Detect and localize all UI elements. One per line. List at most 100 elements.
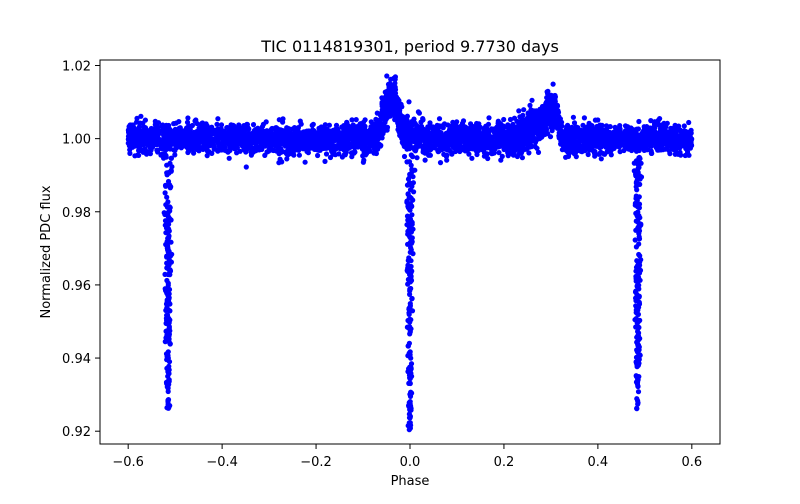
data-point: [167, 403, 173, 409]
data-point: [238, 135, 244, 141]
data-point: [632, 237, 638, 243]
data-point: [617, 128, 623, 134]
data-point: [529, 97, 535, 103]
data-point: [379, 99, 385, 105]
data-point: [581, 115, 588, 121]
data-point: [633, 244, 640, 250]
data-point: [427, 120, 433, 126]
data-point: [510, 152, 516, 158]
data-point: [163, 241, 169, 248]
data-point: [511, 143, 517, 149]
data-point: [204, 153, 210, 159]
data-point: [407, 380, 413, 387]
data-point: [166, 367, 172, 373]
data-point: [167, 204, 173, 210]
data-point: [633, 316, 639, 322]
data-point: [232, 146, 238, 152]
data-point: [479, 134, 485, 140]
data-point: [606, 147, 613, 153]
data-point: [532, 119, 538, 125]
y-tick-label: 0.92: [62, 425, 91, 440]
data-point: [635, 165, 642, 171]
data-point: [312, 136, 318, 142]
data-point: [404, 113, 410, 119]
data-point: [511, 115, 518, 121]
data-point: [530, 108, 536, 114]
data-point: [677, 149, 683, 155]
data-point: [409, 203, 415, 210]
data-point: [284, 139, 290, 145]
data-point: [162, 218, 169, 224]
data-point: [309, 128, 315, 134]
data-point: [268, 126, 274, 132]
data-point: [383, 106, 389, 112]
data-point: [397, 108, 403, 114]
data-point: [384, 124, 391, 130]
data-point: [634, 405, 640, 411]
data-point: [633, 278, 639, 284]
data-point: [526, 150, 532, 156]
data-point: [163, 351, 170, 357]
data-point: [585, 151, 591, 158]
data-point: [641, 124, 647, 130]
data-point: [164, 254, 170, 260]
data-point: [159, 144, 165, 150]
data-point: [673, 133, 679, 139]
data-point: [538, 120, 544, 126]
data-point: [442, 137, 448, 143]
data-point: [466, 140, 472, 147]
data-point: [589, 147, 596, 153]
data-point: [505, 122, 511, 128]
data-point: [457, 143, 463, 149]
data-point: [379, 130, 385, 136]
data-point: [188, 130, 194, 137]
data-point: [244, 136, 250, 142]
data-point: [621, 137, 627, 143]
data-point: [323, 151, 330, 157]
data-point: [634, 361, 640, 368]
data-point: [326, 122, 332, 128]
data-point: [216, 134, 222, 141]
data-point: [598, 149, 604, 155]
data-point: [441, 151, 447, 157]
data-point: [219, 141, 225, 147]
data-point: [168, 155, 174, 161]
data-point: [665, 142, 671, 148]
data-point: [274, 148, 280, 154]
data-point: [622, 128, 629, 134]
data-point: [138, 113, 144, 119]
data-point: [226, 139, 232, 145]
data-point: [412, 167, 418, 173]
data-point: [405, 191, 411, 197]
data-point: [667, 151, 673, 157]
data-point: [452, 129, 458, 135]
data-point: [161, 210, 167, 216]
data-point: [167, 328, 173, 334]
data-point: [312, 146, 318, 152]
data-point: [391, 92, 397, 98]
data-point: [155, 141, 161, 147]
data-point: [572, 125, 578, 131]
data-point: [228, 122, 234, 128]
data-point: [136, 124, 143, 130]
x-tick-label: 0.2: [494, 455, 515, 470]
data-point: [166, 359, 173, 365]
data-point: [408, 361, 415, 367]
data-point: [629, 147, 635, 154]
data-point: [534, 145, 540, 151]
data-point: [326, 134, 332, 141]
data-point: [405, 423, 411, 429]
data-point: [525, 110, 531, 116]
data-point: [563, 154, 569, 160]
data-point: [554, 125, 561, 131]
data-point: [634, 297, 640, 303]
y-axis: 0.920.940.960.981.001.02: [62, 59, 100, 440]
data-point: [686, 119, 692, 126]
data-point: [435, 135, 441, 141]
data-point: [540, 127, 546, 133]
data-point: [567, 134, 573, 141]
data-point: [205, 140, 211, 146]
data-point: [333, 122, 340, 128]
data-point: [600, 136, 607, 142]
